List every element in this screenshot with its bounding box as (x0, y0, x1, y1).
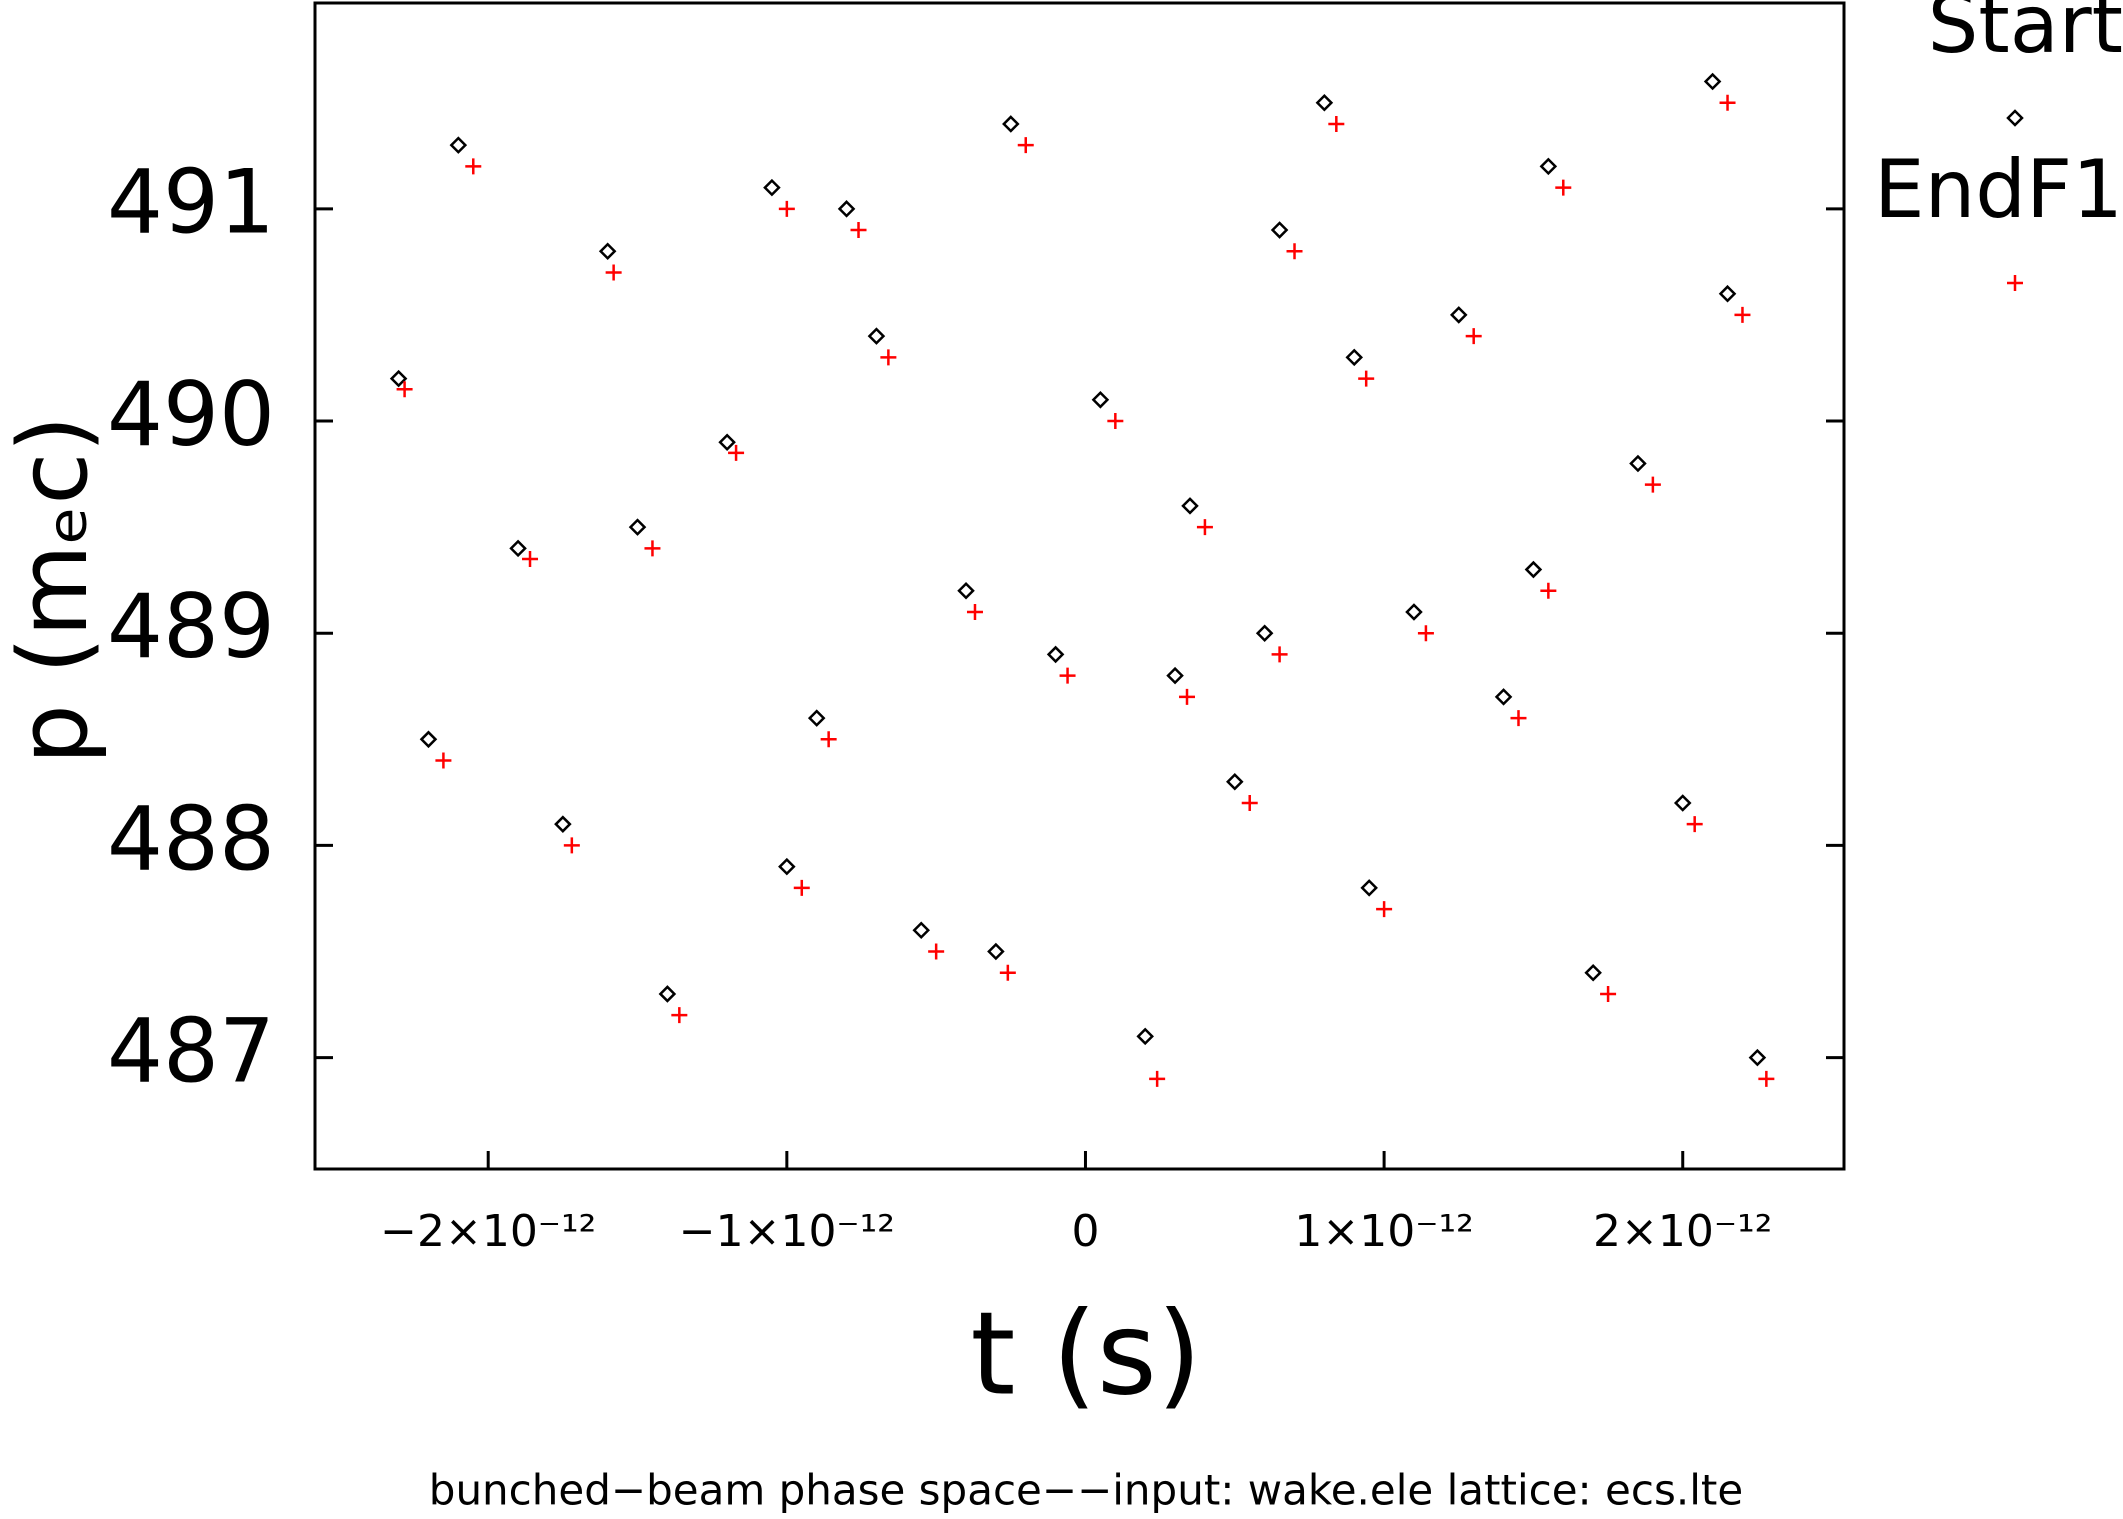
point (1196, 519, 1213, 536)
point (1555, 179, 1572, 196)
point (605, 264, 622, 281)
point (1734, 306, 1751, 323)
point (1524, 560, 1543, 579)
point (1107, 413, 1124, 430)
point (1358, 370, 1375, 387)
y-tick-label: 490 (107, 363, 275, 466)
point (1584, 963, 1602, 982)
point (793, 879, 810, 896)
y-tick-label: 488 (107, 787, 275, 890)
point (1270, 221, 1289, 239)
point (763, 178, 781, 197)
point (554, 815, 572, 833)
point (1686, 816, 1703, 833)
legend-label: Start (1928, 0, 2123, 71)
point (1345, 348, 1364, 367)
point (449, 136, 468, 154)
x-tick-label: 1×10⁻¹² (1294, 1206, 1473, 1257)
point (1405, 603, 1423, 621)
caption: bunched−beam phase space−−input: wake.el… (429, 1466, 1743, 1515)
point (1449, 306, 1468, 324)
point (658, 985, 677, 1003)
point (1271, 646, 1288, 663)
legend-label: EndF1 (1874, 143, 2123, 236)
point (396, 381, 413, 398)
x-tick-label: −2×10⁻¹² (380, 1206, 596, 1257)
point (1758, 1070, 1775, 1087)
point (1059, 667, 1076, 684)
point (1136, 1027, 1154, 1046)
point (1149, 1070, 1166, 1087)
point (928, 943, 945, 960)
point (999, 964, 1016, 981)
point (807, 709, 826, 727)
point (1286, 243, 1303, 260)
point (509, 539, 527, 558)
point (1540, 582, 1557, 599)
point (389, 369, 408, 388)
point (1241, 794, 1258, 811)
point (1644, 476, 1661, 493)
point (644, 540, 661, 557)
point (465, 158, 482, 175)
point (522, 550, 539, 567)
point (1673, 794, 1692, 812)
point (1091, 391, 1110, 409)
point (1703, 72, 1722, 91)
y-tick-label: 491 (107, 151, 275, 254)
point (880, 349, 897, 366)
legend-marker (2006, 109, 2024, 127)
point (1226, 772, 1244, 791)
plot-frame (313, 1, 1846, 1171)
y-tick-label: 489 (107, 575, 275, 678)
point (718, 433, 736, 452)
point (563, 837, 580, 854)
point (1166, 666, 1184, 685)
point (1748, 1048, 1767, 1067)
point (1719, 94, 1736, 111)
point (867, 327, 886, 345)
point (435, 752, 452, 769)
x-tick-label: 0 (1071, 1206, 1099, 1257)
point (628, 518, 647, 536)
point (671, 1007, 688, 1024)
point (966, 603, 983, 620)
point (1181, 497, 1199, 515)
point (419, 730, 438, 749)
point (912, 921, 930, 940)
point (778, 857, 796, 876)
point (1255, 624, 1274, 642)
point (1417, 625, 1434, 642)
x-axis-label: t (s) (970, 1288, 1201, 1422)
point (1629, 454, 1647, 473)
point (1179, 688, 1196, 705)
point (598, 242, 617, 261)
point (1328, 115, 1345, 132)
point (778, 200, 795, 217)
x-tick-label: 2×10⁻¹² (1593, 1206, 1772, 1257)
point (1510, 710, 1527, 727)
point (1600, 985, 1617, 1002)
point (1539, 157, 1558, 176)
y-tick-label: 487 (107, 1000, 275, 1103)
y-axis-label: p (mₑc) (0, 415, 109, 764)
point (1718, 284, 1737, 303)
point (957, 582, 975, 600)
point (728, 444, 745, 461)
point (1315, 93, 1334, 112)
point (850, 222, 867, 239)
point (1002, 115, 1020, 133)
point (1376, 901, 1393, 918)
point (987, 942, 1005, 961)
x-tick-label: −1×10⁻¹² (679, 1206, 895, 1257)
point (1046, 645, 1065, 664)
point (1494, 688, 1513, 706)
point (820, 731, 837, 748)
point (837, 200, 856, 218)
point (1465, 328, 1482, 345)
point (1017, 137, 1034, 154)
legend-marker (2007, 275, 2023, 291)
point (1360, 879, 1378, 897)
